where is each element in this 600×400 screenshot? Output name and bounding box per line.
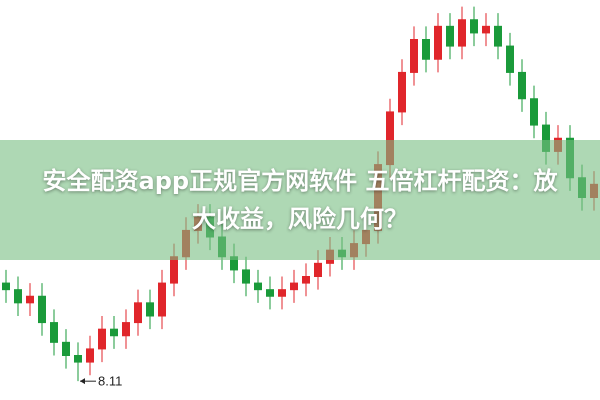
candle-body (242, 269, 250, 284)
candle-body (482, 25, 490, 34)
annotation-arrowhead (80, 378, 85, 385)
candle-body (422, 39, 430, 60)
candle-body (290, 282, 298, 291)
candle-body (494, 25, 502, 47)
candle-body (446, 25, 454, 47)
candle-body (458, 19, 466, 47)
low-label: 8.11 (98, 374, 122, 389)
title-line: 安全配资app正规官方网软件 五倍杠杆配资：放 (42, 167, 558, 195)
candle-body (158, 282, 166, 317)
candle-body (26, 295, 34, 304)
candle-body (122, 322, 130, 337)
candle-body (86, 348, 94, 363)
candle-body (98, 328, 106, 350)
title-banner: 安全配资app正规官方网软件 五倍杠杆配资：放 大收益，风险几何？ (0, 140, 600, 260)
candle-body (506, 45, 514, 73)
candle-body (398, 71, 406, 113)
title-line: 大收益，风险几何？ (192, 205, 408, 233)
candle-body (254, 282, 262, 291)
candle-body (278, 289, 286, 297)
candle-body (62, 341, 70, 357)
candle-body (470, 19, 478, 34)
candle-body (110, 328, 118, 337)
candle-body (14, 289, 22, 304)
candle-body (410, 39, 418, 73)
candle-body (2, 282, 10, 291)
candle-body (434, 25, 442, 60)
candle-body (170, 256, 178, 284)
candle-body (518, 71, 526, 100)
candle-body (266, 289, 274, 297)
candle-body (74, 355, 82, 363)
candle-body (146, 302, 154, 317)
candle-body (38, 295, 46, 324)
candle-body (530, 98, 538, 126)
candle-body (302, 276, 310, 284)
candle-body (134, 302, 142, 324)
candle-body (50, 322, 58, 343)
candle-body (314, 262, 322, 278)
